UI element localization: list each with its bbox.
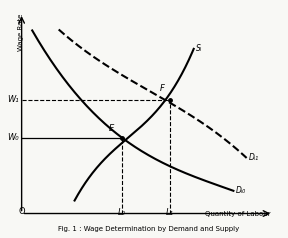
Text: W₁: W₁ [7, 95, 19, 104]
Text: L₀: L₀ [118, 208, 126, 217]
Text: O: O [19, 207, 26, 216]
Text: Wage Rate: Wage Rate [18, 13, 24, 51]
Text: F: F [160, 84, 164, 93]
Text: W₀: W₀ [7, 133, 19, 142]
Text: Sₗ: Sₗ [196, 44, 202, 53]
Text: E: E [109, 124, 114, 134]
Text: Fig. 1 : Wage Determination by Demand and Supply: Fig. 1 : Wage Determination by Demand an… [58, 226, 239, 232]
Text: Dₗ₁: Dₗ₁ [249, 154, 259, 163]
Text: L₁: L₁ [166, 208, 174, 217]
Text: Quantity of Labour: Quantity of Labour [205, 211, 270, 217]
Text: Dₗ₀: Dₗ₀ [236, 186, 246, 195]
